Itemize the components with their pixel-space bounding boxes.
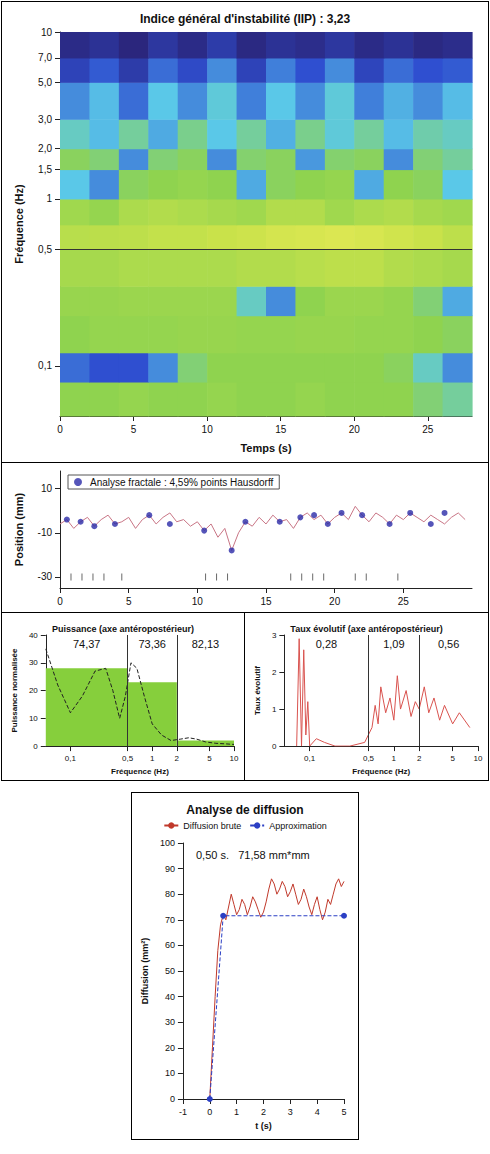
svg-text:Puissance (axe antéropostérieu: Puissance (axe antéropostérieur) [52,624,194,634]
svg-text:Position (mm): Position (mm) [13,493,25,567]
svg-text:0: 0 [170,1094,175,1104]
svg-text:10: 10 [29,714,38,723]
svg-text:3: 3 [288,1107,293,1117]
svg-text:10: 10 [41,27,53,38]
svg-text:2: 2 [175,754,180,763]
svg-text:1,5: 1,5 [38,164,52,175]
svg-text:1: 1 [150,754,155,763]
svg-text:0: 0 [33,742,38,751]
svg-text:1: 1 [392,754,397,763]
svg-text:Indice général d'instabilité (: Indice général d'instabilité (IIP) : 3,2… [140,12,351,26]
svg-text:10: 10 [41,483,53,494]
svg-text:10: 10 [474,754,483,763]
svg-text:0,28: 0,28 [316,638,337,650]
svg-text:Fréquence (Hz): Fréquence (Hz) [13,184,25,264]
svg-text:0: 0 [272,742,277,751]
svg-text:Puissance normalisée: Puissance normalisée [10,648,19,733]
svg-text:2: 2 [261,1107,266,1117]
svg-text:30: 30 [165,1017,175,1027]
svg-text:0,56: 0,56 [438,638,459,650]
svg-text:2,0: 2,0 [38,143,52,154]
svg-text:20: 20 [349,424,361,435]
svg-text:Taux évolutif: Taux évolutif [253,666,262,715]
svg-text:10: 10 [165,1068,175,1078]
svg-text:0,1: 0,1 [38,360,52,371]
svg-text:25: 25 [422,424,434,435]
svg-text:0,1: 0,1 [65,754,77,763]
svg-text:Approximation: Approximation [269,821,327,831]
svg-text:100: 100 [160,838,175,848]
svg-text:15: 15 [275,424,287,435]
svg-text:5: 5 [341,1107,346,1117]
svg-text:5: 5 [450,754,455,763]
svg-text:74,37: 74,37 [73,638,101,650]
svg-text:20: 20 [329,596,341,607]
svg-text:15: 15 [260,596,272,607]
svg-text:3,0: 3,0 [38,114,52,125]
svg-text:0,5: 0,5 [38,244,52,255]
svg-text:20: 20 [165,1043,175,1053]
svg-text:10: 10 [192,596,204,607]
svg-text:1: 1 [46,193,52,204]
svg-text:2: 2 [272,668,277,677]
svg-text:-10: -10 [38,527,53,538]
svg-text:40: 40 [29,631,38,640]
svg-text:0,5: 0,5 [363,754,375,763]
svg-text:4: 4 [315,1107,320,1117]
svg-text:Taux évolutif (axe antéroposté: Taux évolutif (axe antéropostérieur) [290,624,442,634]
svg-text:25: 25 [398,596,410,607]
svg-text:90: 90 [165,864,175,874]
svg-text:5,0: 5,0 [38,77,52,88]
svg-text:0,1: 0,1 [304,754,316,763]
svg-text:80: 80 [165,889,175,899]
svg-text:0,5: 0,5 [122,754,134,763]
svg-text:30: 30 [29,658,38,667]
svg-text:0: 0 [57,424,63,435]
svg-text:2: 2 [417,754,422,763]
svg-text:5: 5 [126,596,132,607]
svg-text:5: 5 [131,424,137,435]
svg-text:70: 70 [165,915,175,925]
svg-text:0,50 s. 71,58 mm*mm: 0,50 s. 71,58 mm*mm [196,849,310,861]
svg-text:1: 1 [272,705,277,714]
svg-text:3: 3 [272,631,277,640]
svg-text:50: 50 [165,966,175,976]
svg-text:1: 1 [234,1107,239,1117]
svg-text:20: 20 [29,686,38,695]
svg-text:-30: -30 [38,571,53,582]
svg-text:1,09: 1,09 [383,638,404,650]
svg-text:5: 5 [207,754,212,763]
svg-text:Analyse fractale : 4,59% point: Analyse fractale : 4,59% points Hausdorf… [90,477,273,488]
svg-text:Diffusion brute: Diffusion brute [183,821,241,831]
svg-text:82,13: 82,13 [192,638,220,650]
svg-text:60: 60 [165,940,175,950]
svg-text:Diffusion (mm²): Diffusion (mm²) [140,938,150,1005]
svg-text:40: 40 [165,992,175,1002]
svg-text:73,36: 73,36 [138,638,166,650]
svg-text:0: 0 [207,1107,212,1117]
svg-text:Analyse de diffusion: Analyse de diffusion [186,803,303,817]
svg-text:10: 10 [202,424,214,435]
svg-text:10: 10 [230,754,239,763]
svg-text:t (s): t (s) [255,1121,272,1131]
svg-text:Fréquence (Hz): Fréquence (Hz) [111,767,169,776]
svg-text:Temps (s): Temps (s) [240,442,291,454]
svg-text:7,0: 7,0 [38,52,52,63]
svg-text:Fréquence (Hz): Fréquence (Hz) [352,767,410,776]
svg-text:-1: -1 [179,1107,187,1117]
svg-text:0: 0 [57,596,63,607]
